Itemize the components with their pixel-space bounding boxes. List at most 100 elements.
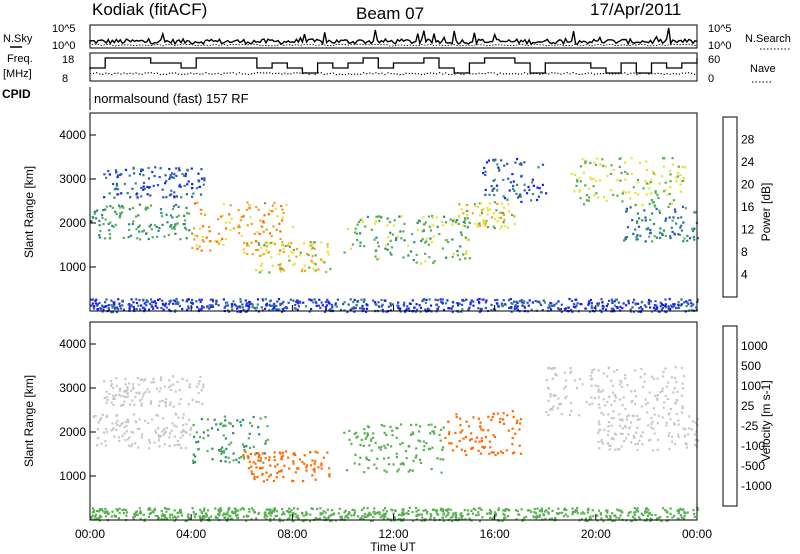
echo-cell — [281, 308, 284, 311]
echo-cell — [545, 192, 548, 195]
echo-cell — [370, 439, 373, 442]
echo-cell — [219, 240, 222, 243]
echo-cell — [184, 175, 187, 178]
velocity-panel-frame — [89, 321, 698, 521]
echo-cell — [257, 511, 260, 514]
echo-cell — [407, 445, 410, 448]
echo-cell — [294, 513, 297, 516]
echo-cell — [594, 384, 597, 387]
echo-cell — [218, 512, 221, 515]
echo-cell — [592, 515, 595, 518]
echo-cell — [480, 209, 484, 212]
echo-cell — [195, 441, 198, 444]
colorbar-tick-label: 500 — [741, 359, 761, 373]
echo-cell — [639, 234, 642, 237]
echo-cell — [248, 460, 251, 463]
nave-tick-bottom: 0 — [708, 73, 714, 85]
echo-cell — [507, 509, 511, 512]
echo-cell — [303, 264, 306, 267]
echo-cell — [347, 228, 350, 231]
echo-cell — [480, 428, 483, 431]
echo-cell — [130, 430, 133, 433]
echo-cell — [395, 436, 398, 439]
echo-cell — [228, 213, 231, 216]
echo-cell — [459, 431, 462, 434]
echo-cell — [633, 298, 636, 301]
echo-cell — [172, 302, 175, 305]
echo-cell — [612, 410, 615, 413]
echo-cell — [168, 516, 172, 519]
echo-cell — [481, 298, 484, 301]
echo-cell — [587, 303, 590, 306]
echo-cell — [597, 196, 600, 199]
echo-cell — [417, 509, 420, 512]
echo-cell — [377, 301, 380, 304]
echo-cell — [588, 300, 591, 303]
colorbar-tick-label: 20 — [741, 178, 755, 192]
echo-cell — [291, 512, 294, 515]
echo-cell — [409, 433, 413, 436]
nave-point — [260, 72, 262, 74]
echo-cell — [138, 392, 141, 395]
echo-cell — [197, 382, 200, 385]
echo-cell — [390, 445, 393, 448]
echo-cell — [329, 514, 332, 517]
echo-cell — [658, 211, 662, 214]
echo-cell — [163, 518, 166, 521]
echo-cell — [389, 425, 392, 428]
echo-cell — [646, 514, 649, 517]
echo-cell — [272, 303, 275, 306]
echo-cell — [133, 512, 136, 515]
echo-cell — [391, 303, 394, 306]
echo-cell — [492, 434, 495, 437]
echo-cell — [154, 429, 157, 432]
echo-cell — [419, 262, 422, 265]
echo-cell — [502, 221, 505, 224]
echo-cell — [458, 258, 461, 261]
echo-cell — [114, 210, 117, 213]
echo-cell — [663, 305, 666, 308]
echo-cell — [664, 298, 667, 301]
echo-cell — [272, 517, 276, 521]
echo-cell — [523, 305, 526, 308]
echo-cell — [465, 250, 468, 253]
echo-cell — [659, 236, 662, 240]
echo-cell — [177, 416, 180, 419]
echo-cell — [277, 298, 281, 301]
echo-cell — [236, 307, 239, 310]
echo-cell — [239, 298, 242, 301]
echo-cell — [630, 157, 633, 160]
echo-cell — [606, 442, 609, 445]
echo-cell — [451, 515, 454, 519]
echo-cell — [667, 305, 670, 308]
velocity-ylabel: Slant Range [km] — [22, 375, 36, 467]
echo-cell — [161, 299, 164, 302]
echo-cell — [197, 401, 200, 404]
echo-cell — [419, 310, 422, 313]
echo-cell — [122, 236, 125, 239]
echo-cell — [513, 307, 516, 310]
echo-cell — [615, 396, 618, 399]
echo-cell — [686, 239, 689, 242]
echo-cell — [207, 517, 210, 520]
echo-cell — [293, 452, 296, 455]
echo-cell — [227, 310, 231, 313]
echo-cell — [495, 209, 498, 212]
echo-cell — [170, 388, 173, 391]
echo-cell — [597, 420, 600, 423]
echo-cell — [661, 307, 664, 310]
echo-cell — [618, 413, 621, 416]
echo-cell — [376, 241, 379, 244]
echo-cell — [669, 234, 672, 238]
echo-cell — [610, 379, 613, 382]
echo-cell — [530, 308, 533, 311]
echo-cell — [598, 447, 601, 450]
echo-cell — [681, 165, 684, 169]
echo-cell — [532, 184, 535, 187]
echo-cell — [466, 214, 469, 217]
echo-cell — [432, 430, 435, 433]
echo-cell — [98, 508, 101, 511]
echo-cell — [261, 466, 264, 469]
echo-cell — [150, 228, 153, 231]
echo-cell — [183, 214, 186, 217]
